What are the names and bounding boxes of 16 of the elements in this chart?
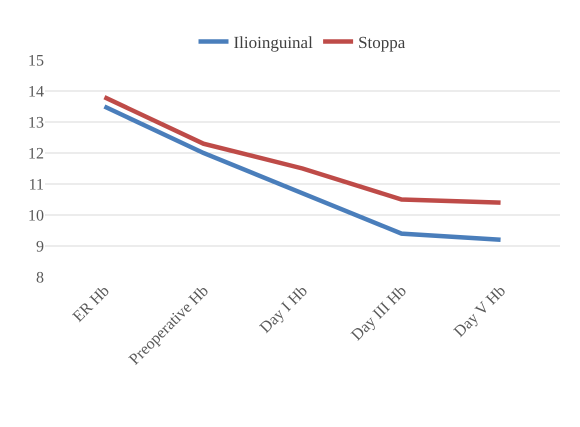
y-tick-label: 14: [28, 84, 44, 101]
y-tick-label: 8: [36, 270, 44, 287]
y-tick-label: 9: [36, 238, 44, 256]
legend-label: Stoppa: [358, 33, 406, 52]
line-series: [102, 104, 503, 242]
x-tick-label: Day III Hb: [348, 282, 410, 344]
y-tick-label: 11: [28, 176, 44, 194]
x-tick-label: Day V Hb: [450, 282, 510, 341]
x-tick-label: ER Hb: [70, 282, 113, 326]
x-tick-label: Day I Hb: [256, 282, 311, 337]
y-tick-label: 13: [28, 114, 44, 132]
line-series: [102, 94, 503, 205]
y-tick-label: 15: [28, 52, 44, 70]
legend-label: Ilioinguinal: [234, 33, 314, 52]
y-tick-label: 12: [28, 146, 44, 163]
y-tick-label: 10: [28, 208, 44, 225]
